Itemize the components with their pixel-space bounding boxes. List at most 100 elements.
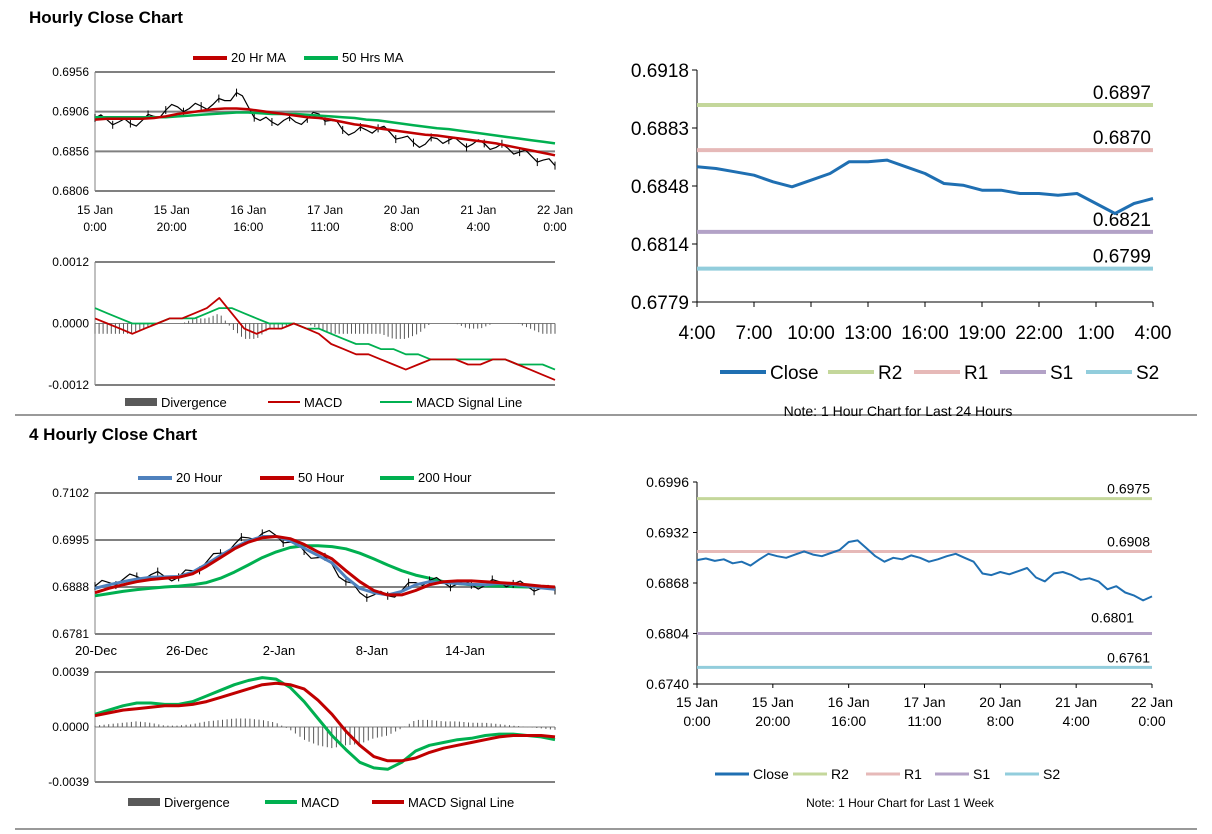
- week-legend-s2-label: S2: [1043, 766, 1060, 782]
- hourly-xtick-time: 16:00: [233, 220, 263, 234]
- week-xtick-date: 16 Jan: [828, 694, 870, 710]
- hourly-macd-ytick: -0.0012: [48, 378, 89, 392]
- four-hourly-price-ytick: 0.6995: [52, 533, 89, 547]
- hourly-xtick-time: 20:00: [157, 220, 187, 234]
- section-divider-top: [15, 414, 1197, 416]
- week-xtick-date: 17 Jan: [903, 694, 945, 710]
- hourly-macd-ytick: 0.0012: [52, 255, 89, 269]
- four-hourly-xtick: 14-Jan: [445, 643, 485, 658]
- hourly-levels-xtick: 19:00: [958, 323, 1006, 344]
- legend-divergence-swatch: [125, 398, 157, 406]
- legend-50-hour-label: 50 Hour: [298, 470, 345, 485]
- hourly-level-r1-label: 0.6870: [1093, 128, 1151, 149]
- week-close-line: [696, 539, 1153, 602]
- hourly-levels-legend-r2-label: R2: [878, 363, 902, 384]
- hourly-levels-xtick: 22:00: [1015, 323, 1063, 344]
- hourly-macd-line: [94, 296, 556, 381]
- four-hourly-xtick: 20-Dec: [75, 643, 117, 658]
- hourly-section-title: Hourly Close Chart: [29, 8, 183, 27]
- hourly-levels-legend-s2-label: S2: [1136, 363, 1159, 384]
- week-level-r2-label: 0.6975: [1107, 481, 1150, 497]
- four-hourly-macd-ytick: 0.0000: [52, 720, 89, 734]
- four-hourly-macd-line: [94, 676, 556, 771]
- four-hourly-section-title: 4 Hourly Close Chart: [29, 425, 198, 444]
- hourly-xtick-date: 21 Jan: [460, 203, 496, 217]
- week-legend-s1-label: S1: [973, 766, 990, 782]
- four-hourly-macd-ytick: 0.0039: [52, 665, 89, 679]
- week-levels-ytick: 0.6740: [646, 676, 689, 692]
- week-xtick-time: 4:00: [1063, 713, 1090, 729]
- week-levels-ytick: 0.6932: [646, 525, 689, 541]
- four-hourly-price-ytick: 0.6781: [52, 627, 89, 641]
- week-level-r1-label: 0.6908: [1107, 533, 1150, 549]
- hourly-levels-xtick: 16:00: [901, 323, 949, 344]
- four-hourly-macd-ytick: -0.0039: [48, 775, 89, 789]
- hourly-levels-ytick: 0.6848: [631, 177, 689, 198]
- hourly-xtick-date: 17 Jan: [307, 203, 343, 217]
- hourly-20hr-ma-line: [94, 107, 556, 157]
- legend-20hr-ma-label: 20 Hr MA: [231, 50, 286, 65]
- week-legend-close-label: Close: [753, 766, 789, 782]
- week-xtick-date: 22 Jan: [1131, 694, 1173, 710]
- hourly-xtick-time: 11:00: [310, 220, 339, 234]
- legend-4h-macd-label: MACD: [301, 795, 339, 810]
- legend-200-hour-label: 200 Hour: [418, 470, 472, 485]
- hourly-price-ytick: 0.6806: [52, 184, 89, 198]
- week-xtick-time: 0:00: [683, 713, 710, 729]
- section-divider-bottom: [15, 828, 1197, 830]
- week-legend-r1-label: R1: [904, 766, 922, 782]
- week-xtick-date: 15 Jan: [752, 694, 794, 710]
- week-xtick-time: 20:00: [755, 713, 790, 729]
- legend-divergence-label: Divergence: [161, 395, 227, 410]
- week-levels-ytick: 0.6996: [646, 474, 689, 490]
- hourly-price-ytick: 0.6956: [52, 65, 89, 79]
- hourly-xtick-date: 15 Jan: [77, 203, 113, 217]
- four-hourly-xtick: 8-Jan: [356, 643, 389, 658]
- hourly-price-ytick: 0.6906: [52, 105, 89, 119]
- hourly-levels-ytick: 0.6814: [631, 235, 690, 256]
- week-close-last-label: 0.6801: [1091, 609, 1134, 625]
- four-hourly-xtick: 26-Dec: [166, 643, 208, 658]
- week-xtick-time: 11:00: [908, 713, 942, 729]
- hourly-levels-xtick: 4:00: [679, 323, 716, 344]
- week-xtick-date: 15 Jan: [676, 694, 718, 710]
- hourly-xtick-date: 20 Jan: [384, 203, 420, 217]
- four-hourly-price-ytick: 0.6888: [52, 580, 89, 594]
- legend-signal-label: MACD Signal Line: [416, 395, 522, 410]
- week-levels-ytick: 0.6804: [646, 626, 689, 642]
- hourly-levels-note: Note: 1 Hour Chart for Last 24 Hours: [784, 403, 1013, 419]
- hourly-levels-xtick: 10:00: [787, 323, 835, 344]
- hourly-levels-xtick: 4:00: [1135, 323, 1172, 344]
- hourly-levels-ytick: 0.6883: [631, 119, 689, 140]
- hourly-levels-legend-close-label: Close: [770, 363, 819, 384]
- legend-macd-label: MACD: [304, 395, 342, 410]
- hourly-price-ytick: 0.6856: [52, 144, 89, 158]
- hourly-xtick-time: 8:00: [390, 220, 414, 234]
- legend-50hrs-ma-label: 50 Hrs MA: [342, 50, 404, 65]
- legend-4h-signal-label: MACD Signal Line: [408, 795, 514, 810]
- hourly-xtick-time: 4:00: [467, 220, 491, 234]
- four-hourly-50-hour-line: [94, 535, 556, 597]
- hourly-level-s1-label: 0.6821: [1093, 210, 1151, 231]
- hourly-close-line: [696, 158, 1154, 215]
- hourly-price-line: [94, 91, 556, 166]
- four-hourly-price-ytick: 0.7102: [52, 486, 89, 500]
- hourly-levels-ytick: 0.6918: [631, 61, 689, 82]
- legend-4h-divergence-swatch: [128, 798, 160, 806]
- hourly-xtick-time: 0:00: [543, 220, 567, 234]
- hourly-50hrs-ma-line: [95, 111, 556, 145]
- hourly-xtick-date: 22 Jan: [537, 203, 573, 217]
- four-hourly-signal-line: [94, 681, 556, 763]
- week-levels-ytick: 0.6868: [646, 575, 689, 591]
- hourly-levels-legend-r1-label: R1: [964, 363, 988, 384]
- week-xtick-date: 20 Jan: [979, 694, 1021, 710]
- hourly-macd-ytick: 0.0000: [52, 317, 89, 331]
- hourly-levels-xtick: 7:00: [736, 323, 773, 344]
- hourly-xtick-date: 16 Jan: [230, 203, 266, 217]
- week-xtick-date: 21 Jan: [1055, 694, 1097, 710]
- hourly-levels-xtick: 1:00: [1078, 323, 1115, 344]
- week-xtick-time: 16:00: [831, 713, 866, 729]
- hourly-levels-ytick: 0.6779: [631, 293, 689, 314]
- four-hourly-xtick: 2-Jan: [263, 643, 296, 658]
